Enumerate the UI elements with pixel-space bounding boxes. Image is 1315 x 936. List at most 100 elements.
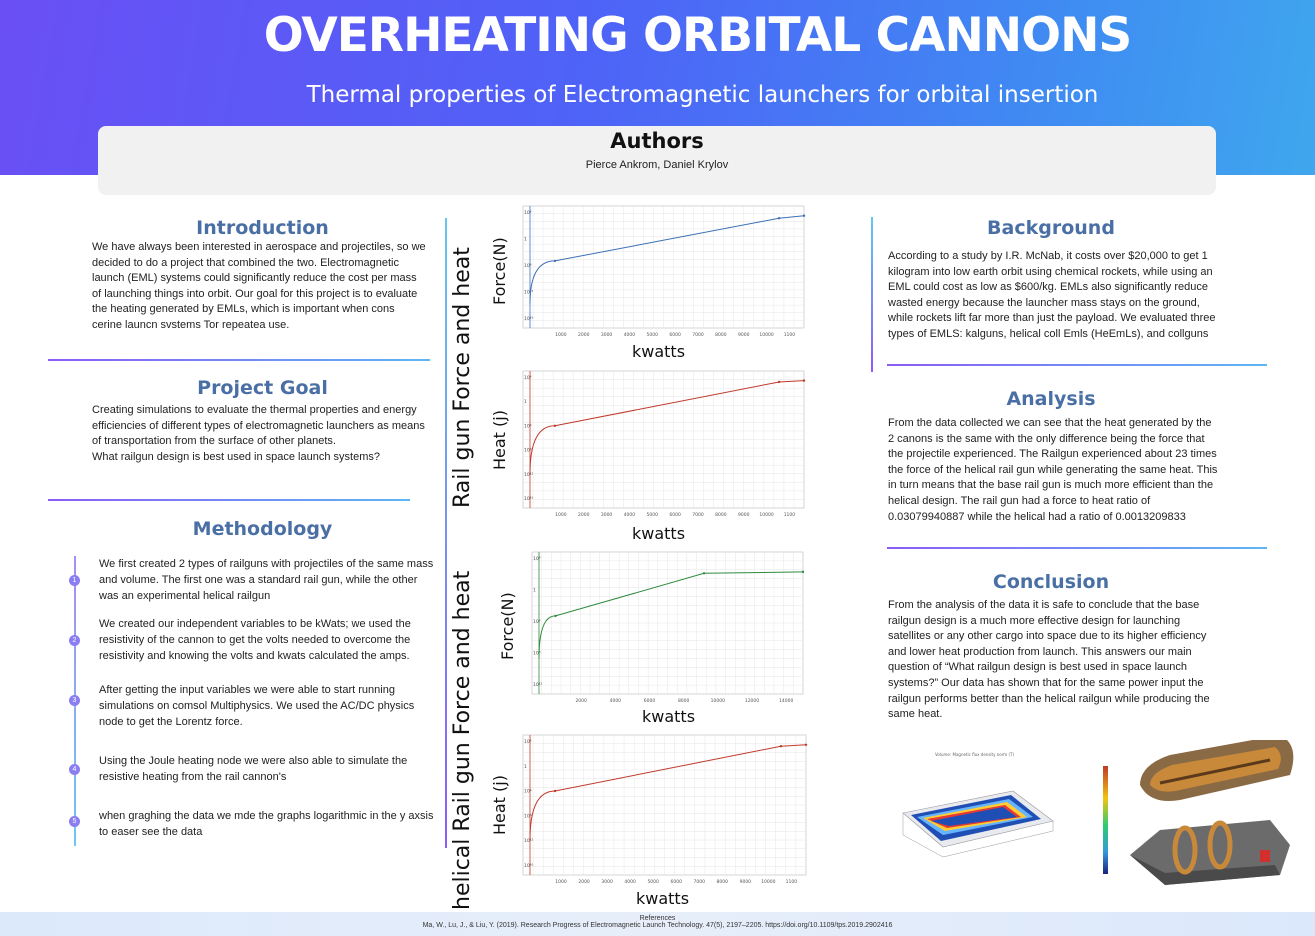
data-point	[777, 380, 781, 384]
x-tick-label: 2000	[578, 332, 590, 338]
x-tick-label: 4000	[624, 332, 636, 338]
poster-subtitle: Thermal properties of Electromagnetic la…	[306, 82, 1099, 108]
x-tick-label: 6000	[670, 879, 682, 885]
step-marker-1: 1	[69, 575, 80, 586]
project-goal-description: Creating simulations to evaluate the the…	[92, 404, 425, 448]
x-tick-label: 7000	[692, 512, 704, 518]
background-heading: Background	[987, 217, 1115, 239]
x-tick-label: 14000	[779, 698, 793, 704]
y-tick-label: 10⁴	[533, 619, 541, 625]
y-axis-label: Force(N)	[498, 592, 517, 660]
x-axis-label: kwatts	[632, 524, 686, 543]
y-tick-label: 1	[524, 237, 527, 243]
y-tick-label: 10⁴	[524, 263, 532, 269]
y-axis-label: Force(N)	[490, 237, 509, 305]
conclusion-text: From the analysis of the data it is safe…	[888, 599, 1210, 721]
data-point	[802, 214, 806, 217]
x-tick-label: 9000	[740, 879, 752, 885]
x-tick-label: 10000	[759, 512, 773, 518]
x-axis-label: kwatts	[636, 889, 690, 908]
x-tick-label: 4000	[624, 512, 636, 518]
data-point	[802, 379, 806, 382]
x-tick-label: 1100	[786, 879, 798, 885]
simulation-caption: Volume: Magnetic flux density norm (T)	[935, 752, 1014, 757]
y-axis-label: Heat (j)	[490, 410, 509, 470]
x-tick-label: 10000	[761, 879, 775, 885]
chart-container: 1000 2000 3000 4000 5000 6000 7000 8000 9000 1000…	[518, 202, 808, 347]
x-tick-label: 1100	[784, 332, 796, 338]
data-point	[553, 789, 557, 793]
divider	[887, 364, 1267, 366]
divider	[887, 547, 1267, 549]
x-tick-label: 8000	[678, 698, 690, 704]
data-point	[777, 217, 781, 220]
x-tick-label: 4000	[610, 698, 622, 704]
x-tick-label: 8000	[715, 332, 727, 338]
x-tick-label: 9000	[738, 332, 750, 338]
x-tick-label: 1000	[555, 512, 567, 518]
methodology-step-3: After getting the input variables we wer…	[99, 684, 415, 728]
chart-3: 2000 4000 6000 8000 10000 12000 14000 10⁴ 1 10⁴ 10…	[531, 551, 805, 704]
data-point	[804, 743, 808, 746]
y-tick-label: 1	[524, 764, 527, 770]
y-tick-label: 10⁸	[524, 813, 532, 819]
x-tick-label: 3000	[601, 879, 613, 885]
x-tick-label: 8000	[717, 879, 729, 885]
x-tick-label: 10000	[759, 332, 773, 338]
y-tick-label: 10¹²	[524, 290, 534, 296]
analysis-heading: Analysis	[1006, 388, 1096, 410]
data-point	[801, 570, 805, 574]
chart-container: 1000 2000 3000 4000 5000 6000 7000 8000 9000 1000…	[518, 731, 810, 894]
background-text: According to a study by I.R. McNab, it c…	[888, 250, 1216, 340]
data-point	[553, 424, 557, 427]
x-tick-label: 5000	[647, 332, 659, 338]
references-footer: References Ma, W., Lu, J., & Liu, Y. (20…	[0, 912, 1315, 936]
y-tick-label: 10¹²	[533, 682, 543, 688]
introduction-heading: Introduction	[196, 217, 329, 239]
project-goal-question: What railgun design is best used in spac…	[92, 450, 380, 463]
x-tick-label: 7000	[694, 879, 706, 885]
step-marker-4: 4	[69, 764, 80, 775]
right-accent-line	[871, 217, 873, 372]
data-point	[554, 614, 557, 618]
x-tick-label: 5000	[647, 512, 659, 518]
introduction-text: We have always been interested in aerosp…	[92, 241, 426, 331]
step-marker-2: 2	[69, 635, 80, 646]
y-tick-label: 10¹⁶	[524, 863, 534, 869]
helical-section-label: helical Rail gun Force and heat	[450, 570, 475, 910]
project-goal-heading: Project Goal	[197, 377, 328, 399]
x-tick-label: 10000	[711, 698, 725, 704]
chart-1: 1000 2000 3000 4000 5000 6000 7000 8000 9000 1000…	[522, 205, 806, 338]
divider	[48, 499, 410, 501]
x-tick-label: 2000	[578, 512, 590, 518]
methodology-step-2: We created our independent variables to …	[99, 618, 411, 662]
methodology-step-1: We first created 2 types of railguns wit…	[99, 558, 434, 602]
poster-title: OVERHEATING ORBITAL CANNONS	[263, 8, 1133, 63]
x-tick-label: 6000	[669, 512, 681, 518]
step-marker-3: 3	[69, 695, 80, 706]
y-tick-label: 10¹⁶	[524, 316, 534, 322]
x-tick-label: 2000	[578, 879, 590, 885]
center-divider-line	[445, 218, 447, 848]
x-tick-label: 3000	[601, 332, 613, 338]
authors-names: Pierce Ankrom, Daniel Krylov	[585, 159, 729, 171]
references-heading: References	[639, 915, 676, 922]
x-tick-label: 6000	[669, 332, 681, 338]
y-axis-label: Heat (j)	[490, 775, 509, 835]
methodology-heading: Methodology	[192, 518, 333, 540]
x-tick-label: 3000	[601, 512, 613, 518]
x-tick-label: 12000	[745, 698, 759, 704]
y-tick-label: 1	[524, 399, 527, 405]
y-tick-label: 10¹²	[524, 472, 534, 478]
chart-container: 2000 4000 6000 8000 10000 12000 14000 10⁴ 1 10⁴ 10…	[527, 548, 807, 713]
methodology-step-5: when graghing the data we mde the graphs…	[99, 810, 434, 838]
y-tick-label: 10¹⁶	[524, 496, 534, 502]
divider	[48, 359, 430, 361]
x-axis-label: kwatts	[632, 342, 686, 361]
rail-gun-section-label: Rail gun Force and heat	[450, 247, 475, 508]
chart-2: 1000 2000 3000 4000 5000 6000 7000 8000 9000 1000…	[522, 370, 806, 518]
y-tick-label: 10¹²	[524, 838, 534, 844]
y-tick-label: 10⁸	[533, 651, 541, 657]
y-tick-label: 10⁴	[533, 556, 541, 562]
y-tick-label: 10⁴	[524, 210, 532, 216]
